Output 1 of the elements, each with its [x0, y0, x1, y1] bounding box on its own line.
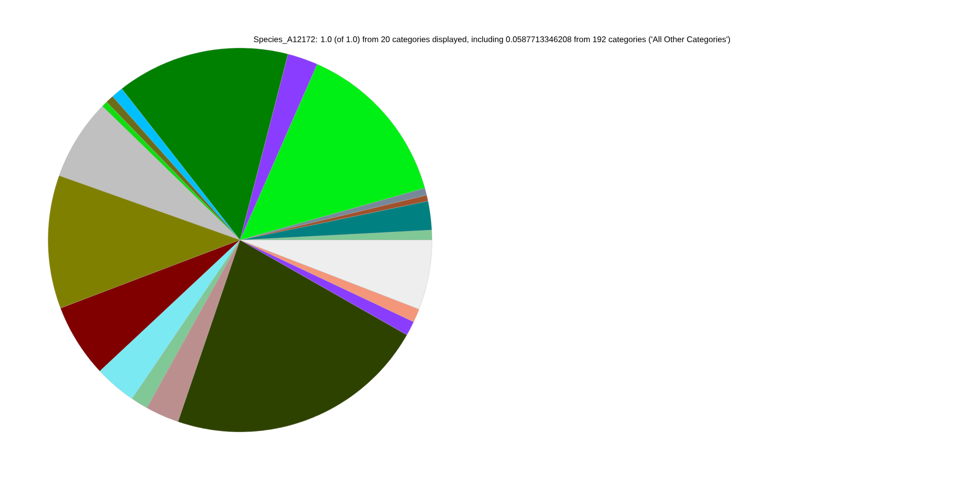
text: Species_A12172: 1.0 (of 1.0) from 20 categories displayed, including 0.0587713346208 from 192 categories ('All Other Categories'): [254, 36, 730, 44]
